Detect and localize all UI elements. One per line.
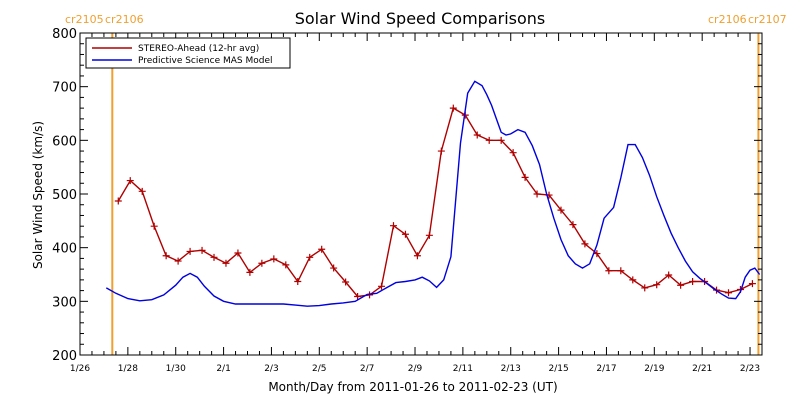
axis-ticks: 200 300 400 500 600 700 800 1/26 1/28 1/30 2/1 2/3 2… [52,27,763,374]
data-point [449,104,457,112]
legend-box [85,37,291,69]
x-tick-label: 1/28 [118,364,138,374]
x-tick-label: 2/9 [408,364,423,374]
x-tick-label: 1/30 [166,364,186,374]
x-tick-label: 2/11 [453,364,473,374]
data-point [569,221,577,229]
data-point [485,136,493,144]
series-line-2 [105,80,761,307]
data-point [425,231,433,239]
x-tick-label: 2/23 [740,364,760,374]
legend-label-mas: Predictive Science MAS Model [138,56,273,66]
data-point [150,222,158,230]
x-tick-label: 2/19 [644,364,664,374]
y-tick-label: 500 [52,188,77,203]
data-point [581,240,589,248]
legend: STEREO-Ahead (12-hr avg) Predictive Scie… [85,37,291,69]
data-point [258,259,266,267]
data-point [270,255,278,263]
data-point [509,149,517,157]
data-point [198,246,206,254]
data-point [401,230,409,238]
y-tick-label: 800 [52,27,77,42]
data-point [282,261,290,269]
data-point [354,293,362,301]
data-point [342,278,350,286]
x-tick-label: 2/17 [596,364,616,374]
data-point [413,252,421,260]
legend-label-stereo: STEREO-Ahead (12-hr avg) [138,44,259,54]
data-point [126,177,134,185]
data-point [437,147,445,155]
data-point [641,284,649,292]
x-axis-label: Month/Day from 2011-01-26 to 2011-02-23 … [268,380,557,394]
y-tick-label: 300 [52,295,77,310]
x-tick-label: 2/3 [264,364,278,374]
cr-right-label-2: cr2107 [748,13,787,26]
cr-left-label-2: cr2106 [708,13,747,26]
y-tick-label: 600 [52,134,77,149]
x-tick-label: 2/1 [216,364,230,374]
data-point [473,131,481,139]
data-point [210,253,218,261]
data-point [593,250,601,258]
data-point [689,277,697,285]
data-point [378,282,386,290]
y-axis-label: Solar Wind Speed (km/s) [31,121,45,269]
x-tick-label: 2/21 [692,364,712,374]
data-point [186,247,194,255]
data-point [497,136,505,144]
data-point [557,206,565,214]
data-point [653,281,661,289]
data-point [677,281,685,289]
data-point [605,267,613,275]
data-point [138,187,146,195]
data-point [617,267,625,275]
data-point [294,277,302,285]
data-point [318,245,326,253]
data-point [246,268,254,276]
x-tick-label: 2/7 [360,364,374,374]
data-point [114,197,122,205]
data-point [748,280,756,288]
chart-title: Solar Wind Speed Comparisons [295,9,546,28]
data-point [389,222,397,230]
data-point [330,264,338,272]
x-tick-label: 2/15 [548,364,568,374]
data-point [162,252,170,260]
data-point [234,249,242,257]
cr-left-label-1: cr2105 [65,13,104,26]
x-tick-label: 2/5 [312,364,326,374]
cr-right-label-1: cr2106 [105,13,144,26]
series-line-1 [117,107,753,298]
data-point [665,271,673,279]
data-point [174,257,182,265]
data-point [306,253,314,261]
y-tick-label: 400 [52,242,77,257]
data-point [724,289,732,297]
plot-frame [79,32,763,356]
x-tick-label: 1/26 [70,364,90,374]
data-point [629,276,637,284]
y-tick-label: 700 [52,81,77,96]
data-point [533,190,541,198]
plot-area [105,33,761,355]
x-tick-label: 2/13 [501,364,521,374]
data-point [521,173,529,181]
data-point [222,259,230,267]
y-tick-label: 200 [52,349,77,364]
